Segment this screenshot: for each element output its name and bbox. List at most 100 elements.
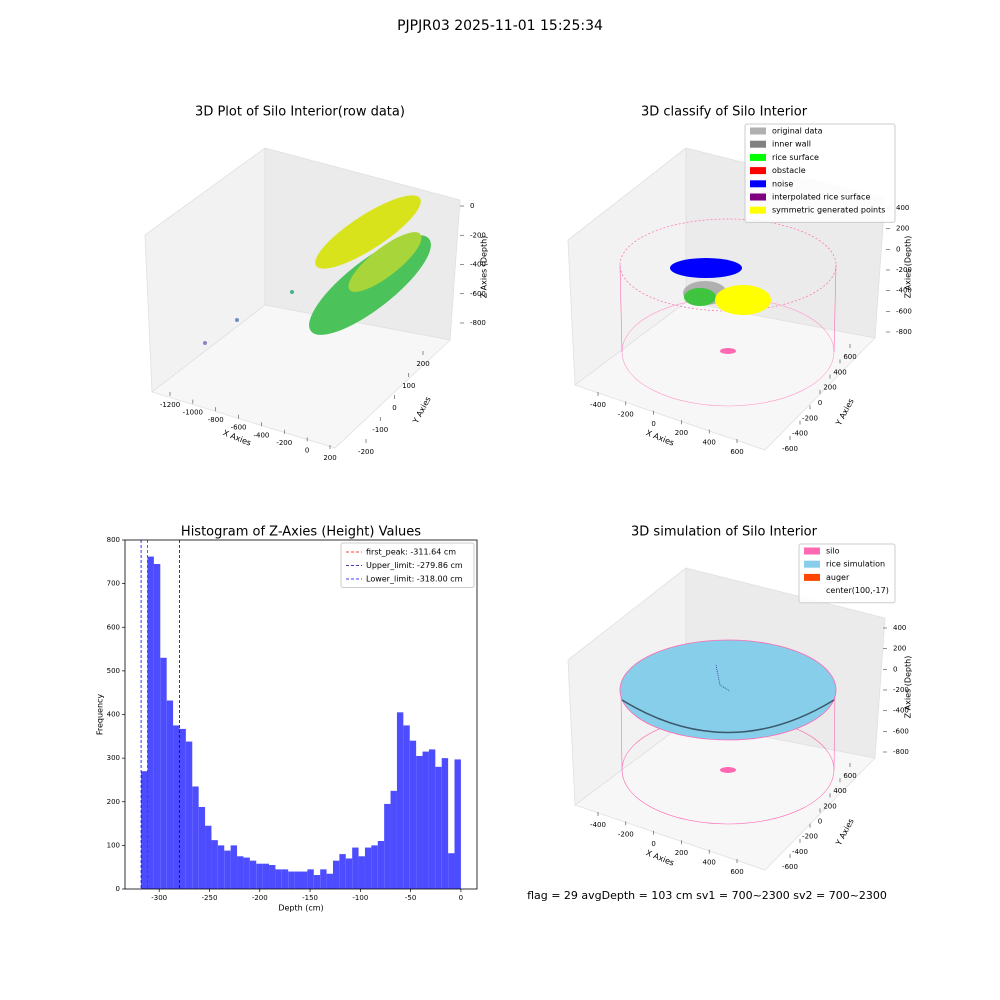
bar (313, 875, 321, 889)
bar (339, 854, 346, 889)
bar (396, 712, 404, 889)
x-tick-label: -1000 (183, 409, 203, 417)
silo-edge (620, 689, 623, 771)
bar (237, 856, 244, 889)
z-axis-label: Z Axies (Depth) (904, 236, 913, 299)
legend-patch (750, 153, 766, 161)
z-tick-label: -200 (893, 686, 909, 694)
bar (435, 766, 442, 889)
bar (198, 806, 206, 889)
y-tick-label: 0 (818, 818, 822, 826)
chart-title: Histogram of Z-Axies (Height) Values (181, 525, 421, 540)
x-tick-label: 400 (703, 439, 716, 447)
y-tick-label: 200 (823, 802, 836, 810)
y-tick-label: -600 (782, 445, 798, 453)
x-tick-label: -400 (590, 401, 606, 409)
bar (294, 871, 301, 889)
legend-patch (804, 587, 820, 595)
x-tick-label: 200 (675, 849, 688, 857)
bar (454, 759, 461, 889)
bar (166, 700, 174, 889)
bar (377, 841, 385, 889)
bar (217, 845, 225, 889)
bar (160, 657, 167, 889)
x-tick-label: -400 (253, 431, 269, 439)
x-tick-label: -600 (231, 424, 247, 432)
legend-label: silo (826, 547, 840, 556)
bar (390, 790, 397, 889)
z-axis-label: Z Axies (Depth) (904, 656, 913, 719)
z-tick-label: 400 (896, 204, 909, 212)
x-tick-label: -250 (202, 894, 218, 902)
bar (416, 755, 423, 889)
bar (332, 860, 340, 889)
z-tick-label: 0 (896, 245, 900, 253)
bar (403, 725, 410, 889)
bar (441, 758, 449, 889)
bar (141, 771, 148, 889)
bar (230, 845, 238, 889)
y-tick-label: -400 (792, 430, 808, 438)
x-tick-label: -800 (208, 416, 224, 424)
y-tick-label: -200 (802, 414, 818, 422)
y-tick-label: 200 (823, 384, 836, 392)
x-tick-label: 600 (730, 448, 743, 456)
legend-box (340, 542, 475, 588)
figure-title: PJPJR03 2025-11-01 15:25:34 (397, 18, 603, 34)
legend-patch (804, 573, 820, 581)
classify-3d-scene (567, 147, 886, 451)
y-tick-label: 400 (107, 711, 120, 719)
z-tick-label: -600 (896, 307, 912, 315)
bar (173, 725, 180, 889)
chart-title: 3D simulation of Silo Interior (631, 525, 818, 540)
y-tick-label: 300 (107, 754, 120, 762)
bar (153, 563, 161, 889)
z-tick-label: 400 (893, 624, 906, 632)
z-tick-label: -600 (893, 727, 909, 735)
bar (288, 871, 295, 889)
bar (326, 873, 333, 889)
x-tick-label: -50 (405, 894, 416, 902)
z-tick-label: -600 (470, 290, 486, 298)
blue-points (670, 258, 742, 278)
z-tick-label: 0 (470, 202, 474, 210)
bar (371, 845, 378, 889)
y-tick-label: -400 (792, 848, 808, 856)
z-tick-label: -200 (470, 231, 486, 239)
bar (185, 741, 193, 889)
y-tick-label: 700 (107, 580, 120, 588)
legend-label: auger (826, 573, 850, 582)
x-tick-label: -1200 (160, 401, 180, 409)
footer: flag = 29 avgDepth = 103 cm sv1 = 700~23… (527, 889, 887, 902)
legend-label: interpolated rice surface (772, 193, 870, 202)
legend-patch (750, 180, 766, 188)
bar (364, 847, 372, 889)
y-tick-label: 400 (833, 368, 846, 376)
y-tick-label: 600 (843, 772, 856, 780)
pane (151, 304, 451, 449)
green-points (684, 288, 716, 306)
legend-label: original data (772, 127, 823, 136)
x-axis-label: Depth (cm) (278, 904, 323, 913)
legend-patch (750, 193, 766, 201)
y-axis-label: Frequency (96, 694, 105, 736)
legend-box (798, 543, 896, 604)
bar (262, 863, 270, 889)
bar (307, 869, 314, 889)
x-tick-label: -200 (276, 439, 292, 447)
y-tick-label: 200 (107, 798, 120, 806)
auger-trace (715, 664, 731, 692)
z-tick-label: -400 (893, 707, 909, 715)
y-tick-label: 0 (818, 399, 822, 407)
legend-patch (804, 560, 820, 568)
bar (422, 751, 429, 889)
bar (448, 853, 455, 889)
bar (384, 803, 391, 889)
legend-patch (750, 127, 766, 135)
z-tick-label: 200 (893, 645, 906, 653)
bar (352, 847, 359, 889)
scatter-blob (315, 195, 421, 269)
z-tick-label: 0 (893, 665, 897, 673)
z-tick-label: -200 (896, 266, 912, 274)
